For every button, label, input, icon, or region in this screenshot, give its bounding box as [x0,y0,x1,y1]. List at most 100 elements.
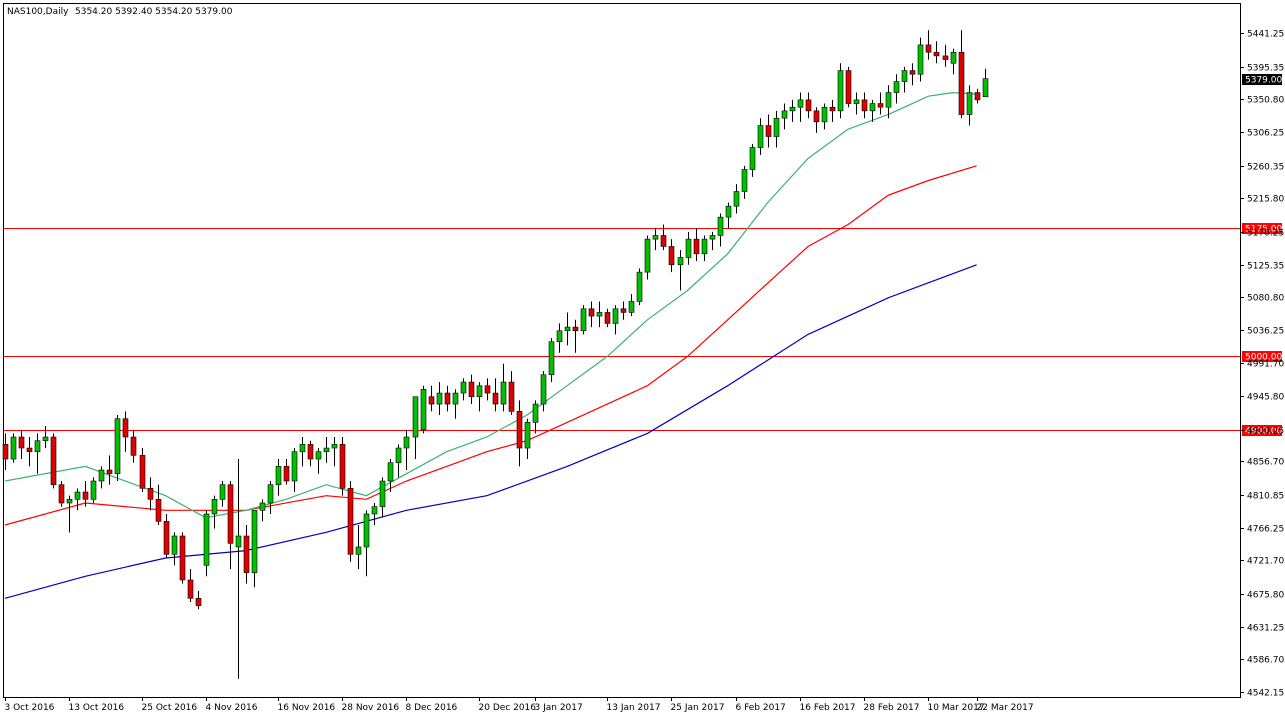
candle-body [106,469,113,474]
candle [500,363,507,412]
candle-body [315,451,322,460]
candle-body [837,70,844,112]
candle [885,85,892,119]
ma-slow-line [4,264,977,599]
candle [139,448,146,493]
candle-body [797,99,804,108]
current-price-label: 5379.00 [1245,76,1282,86]
level-tag [1242,351,1282,362]
candle [660,224,667,251]
candle [596,301,603,328]
x-tick-label: 25 Jan 2017 [671,703,725,713]
candle-body [548,341,555,376]
candle [492,378,499,412]
candle [251,510,258,588]
candle-body [644,238,651,273]
candle-body [877,103,884,108]
candle [420,385,427,434]
candle-body [741,169,748,192]
candle [323,437,330,463]
candle-body [861,99,868,112]
candle [580,305,587,335]
candle-body [845,70,852,104]
candle [331,437,338,467]
candle-body [468,381,475,398]
candle-body [291,451,298,482]
candle [628,294,635,317]
candle-body [26,447,33,453]
candle [339,437,346,496]
candle-body [371,506,378,515]
candle-body [283,466,290,482]
candle-body [652,235,659,240]
candle [668,239,675,273]
candle-body [395,447,402,463]
level-tag-label: 5175.00 [1245,225,1282,235]
candle [950,48,957,75]
candle-body [460,381,467,394]
candle-body [275,466,282,485]
candle [829,99,836,122]
candle [106,455,113,485]
candle-body [668,246,675,266]
candle-body [355,546,362,555]
candle-body [492,392,499,405]
candle [901,66,908,93]
candle [717,213,724,247]
candle [789,99,796,122]
candle [291,448,298,493]
candle [395,444,402,478]
candle [877,92,884,115]
candle [725,202,732,229]
candle-body [942,55,949,60]
candle [869,99,876,122]
x-tick-label: 3 Oct 2016 [5,703,55,713]
y-tick-label: 4856.70 [1247,458,1284,468]
candle [532,400,539,434]
candle-body [163,521,170,555]
candle-body [219,484,226,500]
candle [460,378,467,401]
candle-body [195,597,202,606]
candle [709,231,716,251]
candle-body [974,92,981,101]
candle-body [958,51,965,115]
candle-body [725,205,732,218]
candle [837,63,844,119]
candle-body [572,326,579,332]
candle-body [636,271,643,302]
candle-body [452,392,459,405]
y-tick-label: 4721.70 [1247,557,1284,567]
candle [114,415,121,482]
candle-body [604,312,611,324]
candle [371,503,378,525]
candle-body [42,436,49,442]
candle-body [628,301,635,313]
candle [235,459,242,679]
candle [203,510,210,577]
candle [620,301,627,320]
candle-body [508,381,515,412]
candle [379,477,386,518]
candle [942,44,949,67]
candle-body [436,392,443,405]
candle [933,41,940,64]
candle-body [114,418,121,474]
candle [974,88,981,104]
candle [604,308,611,328]
level-tag-label: 5000.00 [1245,353,1282,363]
candle-body [540,374,547,405]
candle [347,481,354,562]
candle [677,250,684,291]
candle [452,389,459,419]
candle [540,371,547,412]
candle-body [347,488,354,555]
candle-body [363,513,370,548]
candle [572,319,579,353]
candle-body [925,44,932,53]
candle [685,231,692,265]
candle-body [869,103,876,112]
level-tag-label: 4900.00 [1245,427,1282,437]
